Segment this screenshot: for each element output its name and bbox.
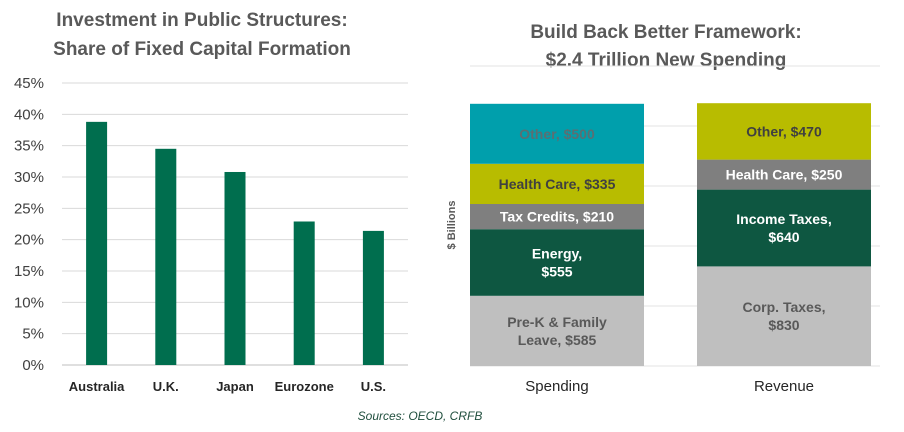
left-y-tick-label: 25% — [14, 200, 44, 217]
left-y-tick-label: 45% — [14, 75, 44, 92]
stack-segment-label: Energy, — [532, 246, 582, 262]
right-chart-title-line-2: $2.4 Trillion New Spending — [546, 50, 787, 71]
stack-segment-label: Health Care, $250 — [726, 167, 843, 183]
left-category-label: U.K. — [153, 379, 179, 394]
public-structures-chart: Investment in Public Structures: Share o… — [14, 10, 408, 394]
stack-segment — [470, 295, 644, 366]
stack-spending: Pre-K & Family Leave, $585 Energy, $555 Tax … — [470, 103, 644, 366]
right-chart-title-line-1: Build Back Better Framework: — [530, 22, 801, 43]
left-y-tick-label: 10% — [14, 294, 44, 311]
left-bar — [362, 230, 384, 365]
left-bar — [155, 148, 177, 365]
stack-segment — [470, 204, 644, 230]
stack-segment — [697, 159, 871, 190]
left-y-tick-label: 0% — [22, 357, 44, 374]
stack-category-label: Revenue — [754, 378, 814, 395]
stack-segment-label: Leave, $585 — [518, 332, 597, 348]
stack-segment — [697, 103, 871, 160]
left-bar — [86, 121, 108, 365]
stack-segment-label: $640 — [768, 229, 799, 245]
left-category-label: Australia — [69, 379, 125, 394]
right-chart-stacks: Pre-K & Family Leave, $585 Energy, $555 Tax … — [470, 103, 871, 366]
stack-segment-label: Income Taxes, — [736, 211, 831, 227]
left-bar — [224, 171, 246, 365]
stack-segment-label: $830 — [768, 317, 799, 333]
left-y-tick-label: 5% — [22, 326, 44, 343]
left-y-tick-label: 40% — [14, 106, 44, 123]
left-category-label: U.S. — [361, 379, 386, 394]
stack-segment-label: Pre-K & Family — [507, 314, 607, 330]
source-note: Sources: OECD, CRFB — [358, 409, 483, 423]
stack-segment — [697, 189, 871, 267]
left-category-label: Eurozone — [275, 379, 334, 394]
build-back-better-chart: Build Back Better Framework: $2.4 Trilli… — [446, 22, 880, 395]
stack-revenue: Corp. Taxes, $830 Income Taxes, $640 Health … — [697, 103, 871, 366]
right-chart-categories: Spending Revenue — [525, 378, 814, 395]
left-chart-title-line-2: Share of Fixed Capital Formation — [53, 39, 351, 60]
left-chart-categories: Australia U.K. Japan Eurozone U.S. — [69, 379, 386, 394]
left-y-tick-label: 15% — [14, 263, 44, 280]
stack-segment-label: Other, $500 — [519, 126, 595, 142]
stack-segment-label: Health Care, $335 — [499, 176, 616, 192]
stack-category-label: Spending — [525, 378, 588, 395]
stack-segment — [697, 266, 871, 366]
stack-segment-label: Other, $470 — [746, 123, 822, 139]
right-chart-y-axis-label: $ Billions — [446, 201, 458, 250]
stack-segment — [470, 163, 644, 204]
stack-segment-label: Corp. Taxes, — [743, 299, 826, 315]
stack-segment — [470, 103, 644, 164]
stack-segment — [470, 229, 644, 296]
stack-segment-label: $555 — [541, 264, 572, 280]
left-category-label: Japan — [216, 379, 254, 394]
stack-segment-label: Tax Credits, $210 — [500, 209, 614, 225]
left-chart-bars — [86, 121, 384, 365]
left-y-tick-label: 35% — [14, 138, 44, 155]
left-y-tick-label: 20% — [14, 232, 44, 249]
left-y-tick-label: 30% — [14, 169, 44, 186]
left-bar — [293, 221, 315, 365]
left-chart-title-line-1: Investment in Public Structures: — [56, 10, 347, 31]
left-chart-y-ticks: 0% 5% 10% 15% 20% 25% 30% 35% 40% 45% — [14, 75, 44, 374]
